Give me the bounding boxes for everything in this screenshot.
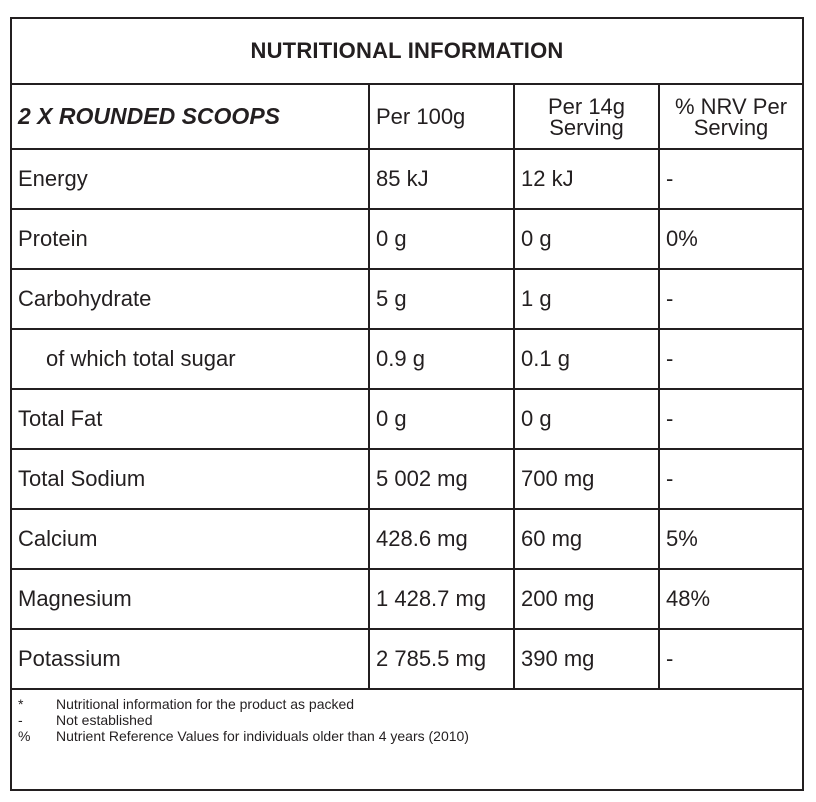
table-row: Energy 85 kJ 12 kJ -	[12, 148, 802, 210]
table-row: Calcium 428.6 mg 60 mg 5%	[12, 508, 802, 570]
nutrient-name: Protein	[12, 208, 370, 270]
nutrition-table: 2 X ROUNDED SCOOPS Per 100g Per 14g Serv…	[12, 85, 802, 690]
value-per-100g: 0 g	[368, 208, 515, 270]
nutrient-name: Total Sodium	[12, 448, 370, 510]
footnote-text: Nutritional information for the product …	[56, 696, 355, 712]
table-row: Potassium 2 785.5 mg 390 mg -	[12, 628, 802, 690]
value-per-100g: 428.6 mg	[368, 508, 515, 570]
nutrient-name: Calcium	[12, 508, 370, 570]
value-nrv: -	[658, 328, 802, 390]
value-per-serving: 12 kJ	[513, 148, 660, 210]
footnote: * Nutritional information for the produc…	[18, 696, 796, 712]
value-per-100g: 5 g	[368, 268, 515, 330]
table-row: Total Sodium 5 002 mg 700 mg -	[12, 448, 802, 510]
footnote-text: Nutrient Reference Values for individual…	[56, 728, 469, 744]
nutrient-name: Total Fat	[12, 388, 370, 450]
value-nrv: -	[658, 628, 802, 690]
footnote-symbol: %	[18, 728, 31, 744]
table-row: Total Fat 0 g 0 g -	[12, 388, 802, 450]
table-row: Carbohydrate 5 g 1 g -	[12, 268, 802, 330]
nutrient-name: Carbohydrate	[12, 268, 370, 330]
value-per-100g: 0.9 g	[368, 328, 515, 390]
value-nrv: -	[658, 388, 802, 450]
nutrient-name: Potassium	[12, 628, 370, 690]
value-per-100g: 2 785.5 mg	[368, 628, 515, 690]
header-nrv: % NRV Per Serving	[658, 85, 802, 150]
header-nrv-line2: Serving	[693, 114, 769, 140]
value-nrv: -	[658, 268, 802, 330]
header-per-serving-line2: Serving	[549, 114, 624, 140]
value-per-serving: 700 mg	[513, 448, 660, 510]
value-per-100g: 5 002 mg	[368, 448, 515, 510]
header-nrv-line1: % NRV Per	[674, 93, 788, 119]
table-title: NUTRITIONAL INFORMATION	[12, 19, 802, 85]
value-nrv: -	[658, 148, 802, 210]
footnotes: * Nutritional information for the produc…	[12, 690, 802, 744]
value-nrv: 5%	[658, 508, 802, 570]
value-per-100g: 0 g	[368, 388, 515, 450]
value-nrv: -	[658, 448, 802, 510]
nutrient-name: Energy	[12, 148, 370, 210]
table-row: Magnesium 1 428.7 mg 200 mg 48%	[12, 568, 802, 630]
nutrition-panel: NUTRITIONAL INFORMATION 2 X ROUNDED SCOO…	[10, 17, 804, 791]
nutrient-name: of which total sugar	[12, 328, 370, 390]
value-per-serving: 0 g	[513, 208, 660, 270]
footnote-symbol: *	[18, 696, 24, 712]
header-per-serving-line1: Per 14g	[547, 93, 626, 119]
footnote-symbol: -	[18, 712, 23, 728]
footnote: - Not established	[18, 712, 796, 728]
value-per-100g: 1 428.7 mg	[368, 568, 515, 630]
footnote-text: Not established	[56, 712, 153, 728]
table-row: of which total sugar 0.9 g 0.1 g -	[12, 328, 802, 390]
value-per-serving: 0.1 g	[513, 328, 660, 390]
header-per-100g: Per 100g	[368, 85, 515, 150]
value-per-serving: 1 g	[513, 268, 660, 330]
value-per-serving: 390 mg	[513, 628, 660, 690]
value-per-serving: 60 mg	[513, 508, 660, 570]
value-per-serving: 0 g	[513, 388, 660, 450]
value-nrv: 0%	[658, 208, 802, 270]
value-nrv: 48%	[658, 568, 802, 630]
header-row: 2 X ROUNDED SCOOPS Per 100g Per 14g Serv…	[12, 85, 802, 150]
footnote: % Nutrient Reference Values for individu…	[18, 728, 796, 744]
value-per-serving: 200 mg	[513, 568, 660, 630]
value-per-100g: 85 kJ	[368, 148, 515, 210]
header-serving-size: 2 X ROUNDED SCOOPS	[12, 85, 370, 150]
header-per-serving: Per 14g Serving	[513, 85, 660, 150]
table-row: Protein 0 g 0 g 0%	[12, 208, 802, 270]
nutrient-name: Magnesium	[12, 568, 370, 630]
